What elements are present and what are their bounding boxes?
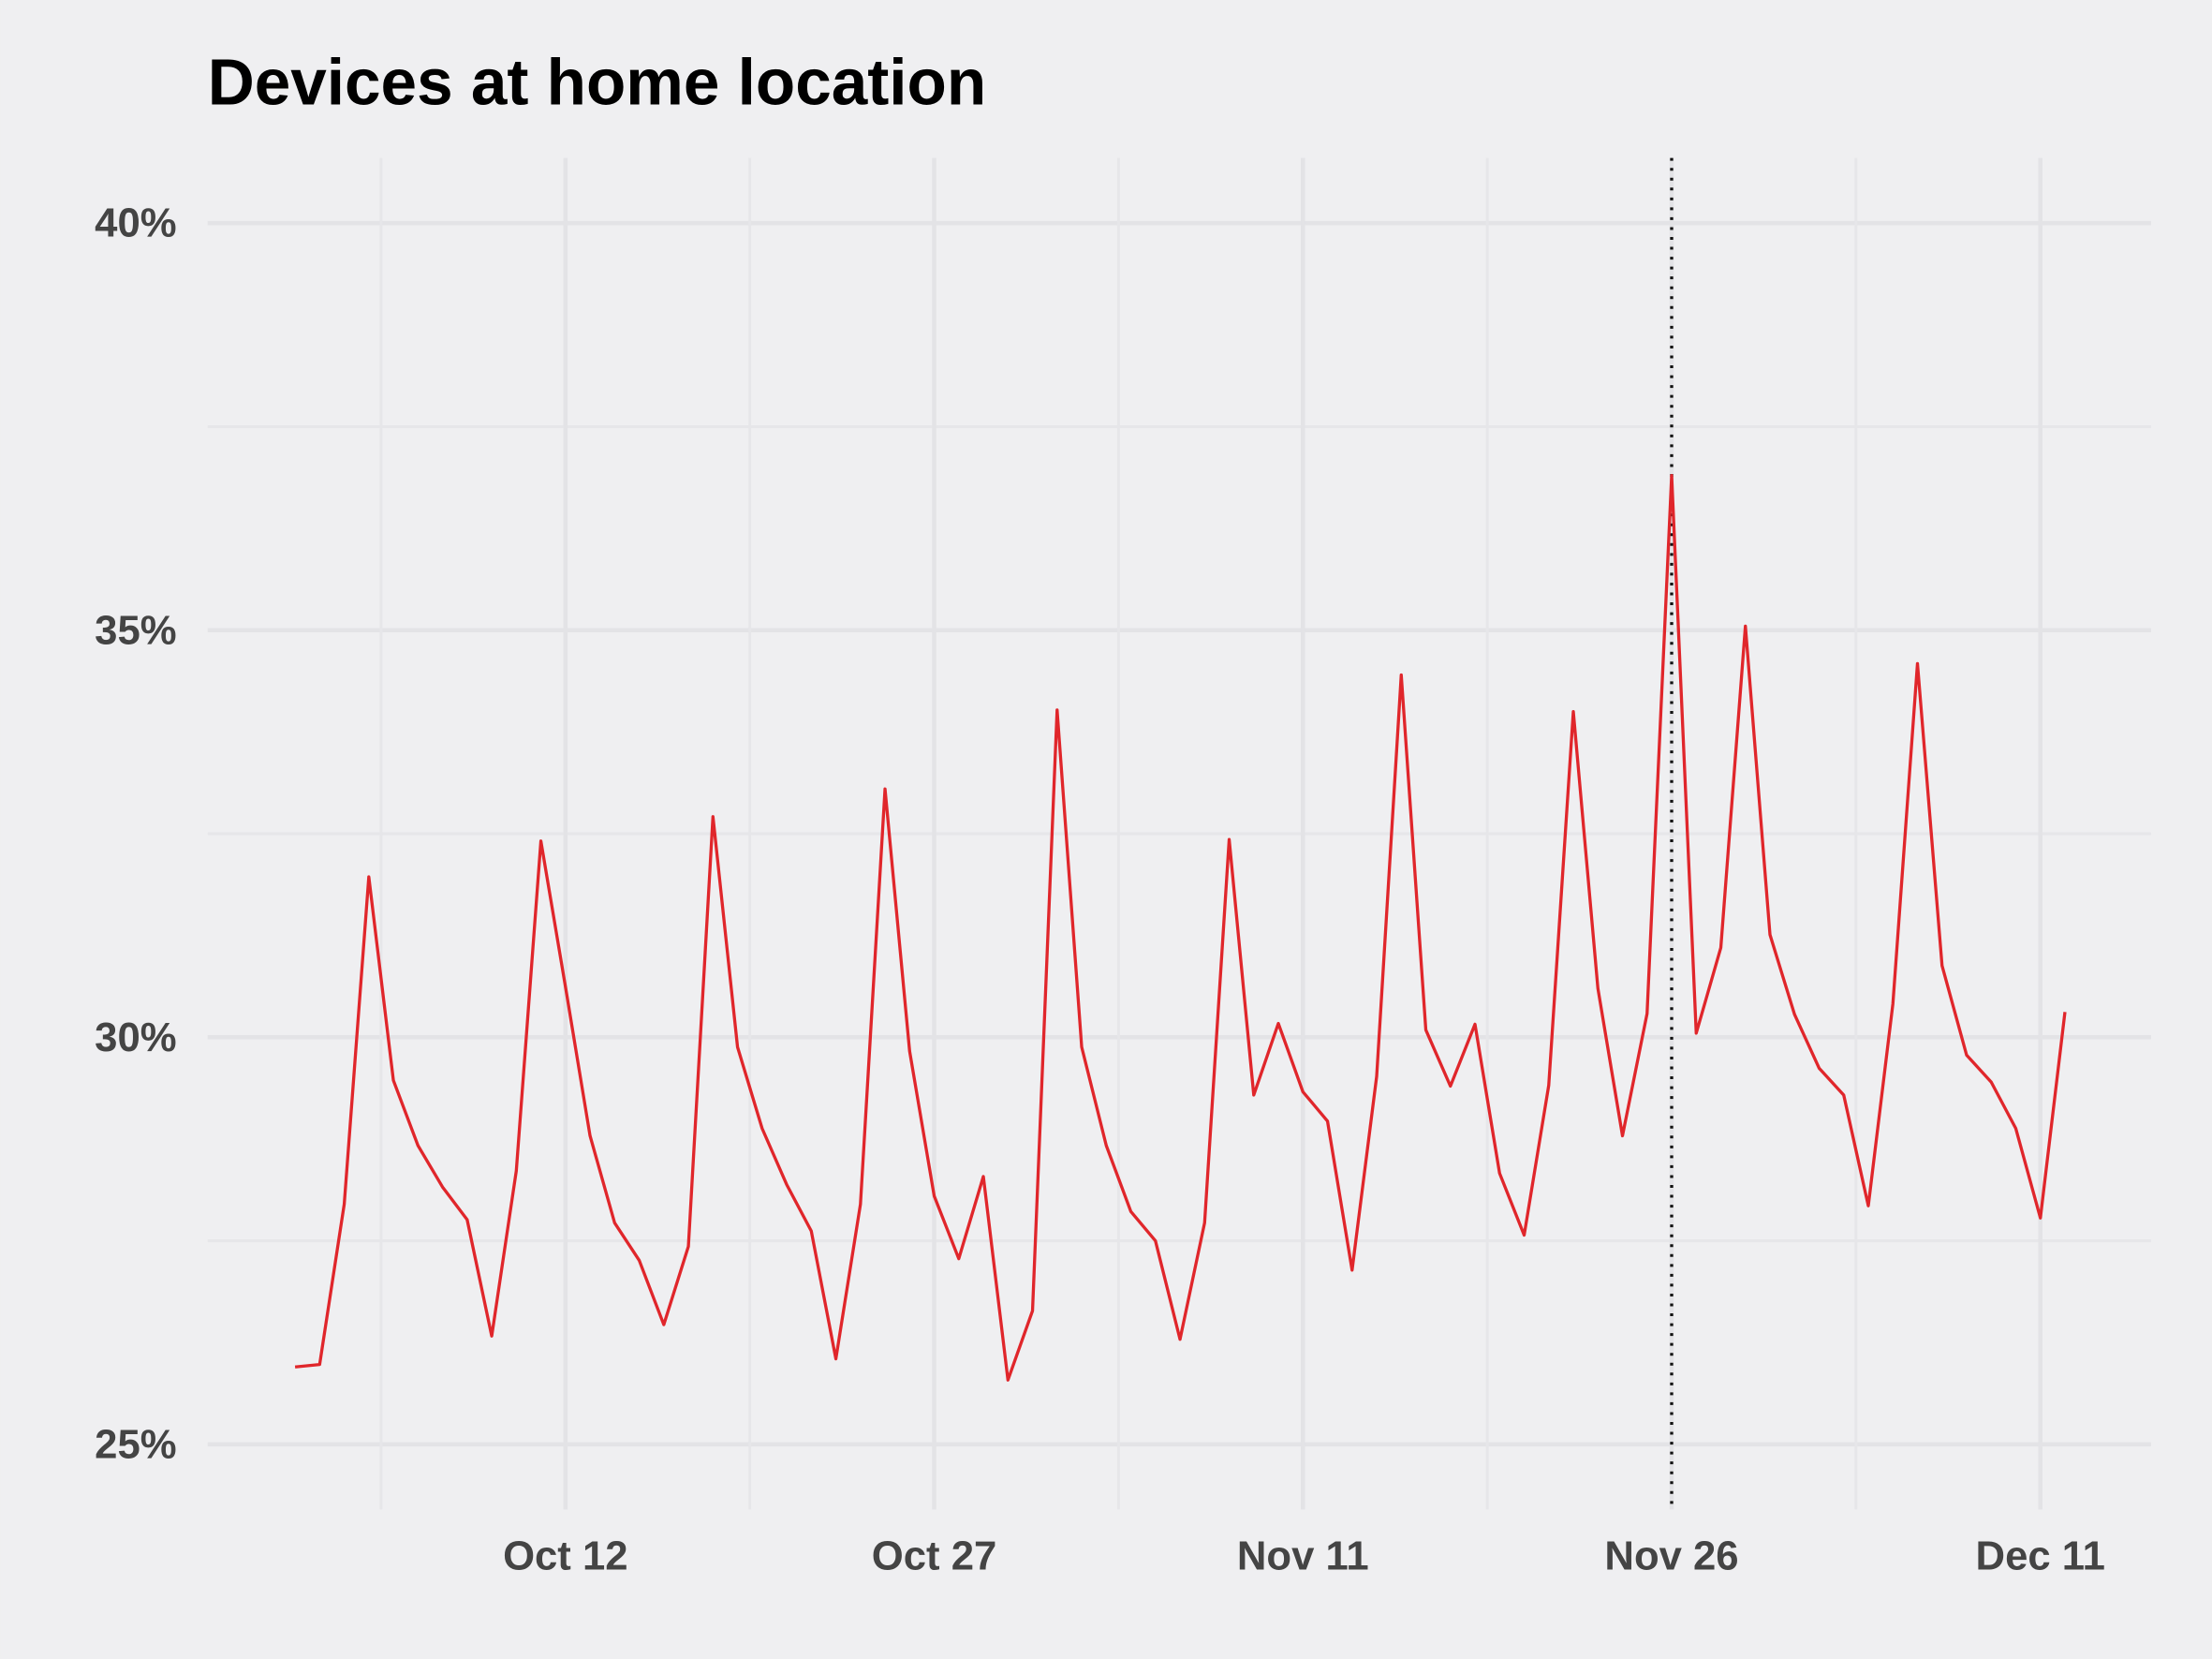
- y-tick-label: 25%: [95, 1421, 176, 1467]
- y-tick-label: 35%: [95, 607, 176, 653]
- y-tick-label: 40%: [95, 200, 176, 246]
- x-tick-label: Nov 11: [1237, 1533, 1369, 1579]
- grid: [207, 157, 2151, 1510]
- x-tick-label: Oct 27: [872, 1533, 996, 1579]
- chart-title: Devices at home location: [208, 46, 986, 119]
- x-tick-label: Oct 12: [503, 1533, 627, 1579]
- x-tick-label: Nov 26: [1604, 1533, 1738, 1579]
- data-line: [294, 473, 2067, 1382]
- y-tick-label: 30%: [95, 1015, 176, 1060]
- x-tick-label: Dec 11: [1976, 1533, 2105, 1579]
